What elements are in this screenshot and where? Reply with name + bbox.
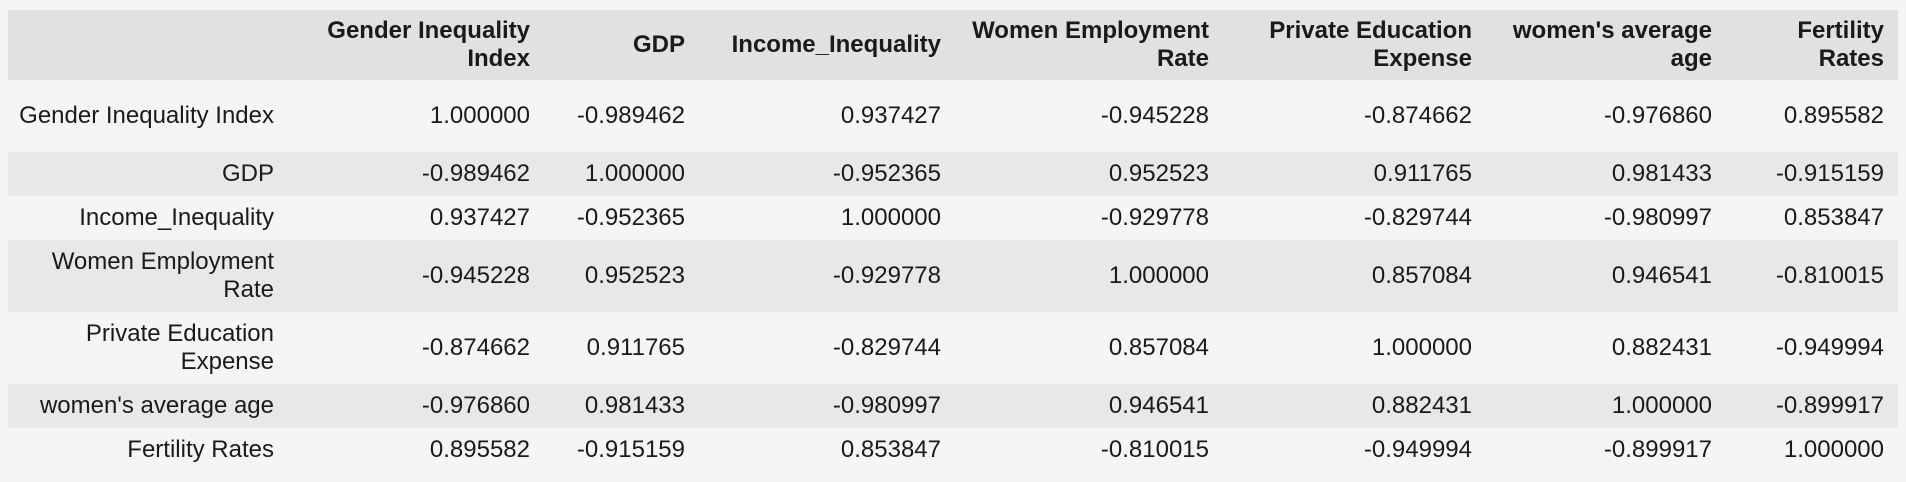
column-header: Women Employment Rate xyxy=(972,17,1209,72)
table-row: women's average age -0.976860 0.981433 -… xyxy=(8,384,1898,428)
table-header: Gender Inequality Index GDP Income_Inequ… xyxy=(8,10,1898,80)
table-cell: -0.989462 xyxy=(576,102,685,129)
correlation-table: Gender Inequality Index GDP Income_Inequ… xyxy=(8,10,1898,472)
table-cell: 0.937427 xyxy=(429,204,530,231)
column-header: women's average age xyxy=(1512,17,1712,72)
table-row: Fertility Rates 0.895582 -0.915159 0.853… xyxy=(8,428,1898,472)
table-cell: 0.895582 xyxy=(1783,102,1884,129)
table-cell: -0.952365 xyxy=(832,160,941,187)
table-cell: 1.000000 xyxy=(840,204,941,231)
table-cell: -0.929778 xyxy=(832,262,941,289)
table-cell: -0.829744 xyxy=(1363,204,1472,231)
table-cell: 0.857084 xyxy=(1371,262,1472,289)
index-header xyxy=(8,10,288,80)
table-cell: -0.976860 xyxy=(421,392,530,419)
table-cell: -0.949994 xyxy=(1363,436,1472,463)
table-cell: 0.937427 xyxy=(840,102,941,129)
table-cell: 0.853847 xyxy=(1783,204,1884,231)
table-cell: 0.853847 xyxy=(840,436,941,463)
table-cell: -0.929778 xyxy=(1100,204,1209,231)
table-cell: -0.899917 xyxy=(1775,392,1884,419)
table-row: Gender Inequality Index 1.000000 -0.9894… xyxy=(8,80,1898,152)
table-body: Gender Inequality Index 1.000000 -0.9894… xyxy=(8,80,1898,472)
header-row: Gender Inequality Index GDP Income_Inequ… xyxy=(8,10,1898,80)
table-cell: 1.000000 xyxy=(1371,334,1472,361)
table-row: Private Education Expense -0.874662 0.91… xyxy=(8,312,1898,384)
table-cell: 1.000000 xyxy=(1108,262,1209,289)
column-header: Private Education Expense xyxy=(1269,17,1472,72)
table-cell: 0.981433 xyxy=(584,392,685,419)
table-cell: -0.874662 xyxy=(1363,102,1472,129)
table-cell: -0.945228 xyxy=(1100,102,1209,129)
row-label: GDP xyxy=(221,160,274,187)
column-header: Income_Inequality xyxy=(731,31,941,58)
table-cell: -0.810015 xyxy=(1100,436,1209,463)
table-cell: -0.989462 xyxy=(421,160,530,187)
row-label: women's average age xyxy=(39,392,274,419)
table-cell: -0.949994 xyxy=(1775,334,1884,361)
column-header: Fertility Rates xyxy=(1797,17,1884,72)
table-cell: 0.946541 xyxy=(1611,262,1712,289)
table-row: GDP -0.989462 1.000000 -0.952365 0.95252… xyxy=(8,152,1898,196)
table-cell: -0.829744 xyxy=(832,334,941,361)
table-cell: -0.915159 xyxy=(576,436,685,463)
column-header: GDP xyxy=(632,31,685,58)
table-cell: 0.882431 xyxy=(1611,334,1712,361)
row-label: Private Education Expense xyxy=(85,320,274,375)
table-cell: 0.895582 xyxy=(429,436,530,463)
table-cell: 0.857084 xyxy=(1108,334,1209,361)
table-cell: 1.000000 xyxy=(429,102,530,129)
table-cell: 1.000000 xyxy=(584,160,685,187)
table-cell: -0.915159 xyxy=(1775,160,1884,187)
row-label: Income_Inequality xyxy=(79,204,274,231)
column-header: Gender Inequality Index xyxy=(327,17,530,72)
table-cell: 1.000000 xyxy=(1783,436,1884,463)
table-cell: 0.911765 xyxy=(1373,160,1472,187)
row-label: Fertility Rates xyxy=(127,436,274,463)
table-cell: 1.000000 xyxy=(1611,392,1712,419)
table-cell: 0.911765 xyxy=(586,334,685,361)
row-label: Gender Inequality Index xyxy=(19,102,274,129)
table-cell: -0.980997 xyxy=(1603,204,1712,231)
table-cell: -0.952365 xyxy=(576,204,685,231)
table-cell: -0.980997 xyxy=(832,392,941,419)
table-cell: 0.946541 xyxy=(1108,392,1209,419)
table-cell: -0.874662 xyxy=(421,334,530,361)
table-cell: 0.952523 xyxy=(584,262,685,289)
table-cell: 0.981433 xyxy=(1611,160,1712,187)
table-row: Women Employment Rate -0.945228 0.952523… xyxy=(8,240,1898,312)
table-cell: 0.952523 xyxy=(1108,160,1209,187)
table-cell: -0.976860 xyxy=(1603,102,1712,129)
table-cell: 0.882431 xyxy=(1371,392,1472,419)
row-label: Women Employment Rate xyxy=(51,248,274,303)
table-cell: -0.899917 xyxy=(1603,436,1712,463)
table-cell: -0.945228 xyxy=(421,262,530,289)
table-row: Income_Inequality 0.937427 -0.952365 1.0… xyxy=(8,196,1898,240)
table-cell: -0.810015 xyxy=(1775,262,1884,289)
